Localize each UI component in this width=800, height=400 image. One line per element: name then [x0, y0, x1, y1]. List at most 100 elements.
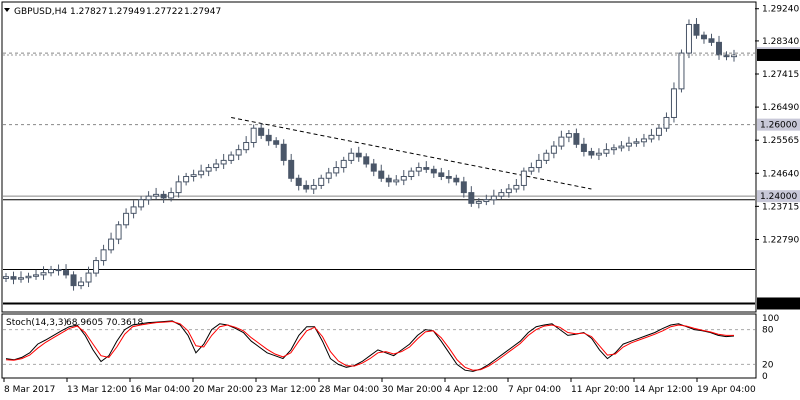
- candle-body: [33, 274, 40, 277]
- stoch-lines: 100 80 20 0: [3, 314, 779, 382]
- candle-body: [558, 136, 565, 147]
- candle-body: [378, 170, 385, 179]
- candle-body: [438, 172, 445, 177]
- candle-body: [423, 167, 430, 170]
- candle-body: [348, 152, 355, 161]
- time-tick-label: 11 Apr 20:00: [571, 385, 630, 395]
- candle-body: [153, 193, 160, 197]
- candle-body: [715, 41, 722, 56]
- symbol-label: GBPUSD,H4: [14, 7, 67, 17]
- price-tick-label: 1.28340: [762, 37, 799, 47]
- candle-body: [603, 149, 610, 154]
- candle-body: [505, 188, 512, 194]
- price-tick-label: 1.29240: [762, 5, 799, 15]
- candle-body: [25, 275, 32, 279]
- candle-body: [393, 179, 400, 183]
- stoch-name: Stoch(14,3,3): [6, 318, 67, 328]
- time-tick-label: 30 Mar 20:00: [382, 385, 442, 395]
- price-tick-label: 1.26490: [762, 103, 799, 113]
- time-tick-label: 19 Apr 04:00: [697, 385, 756, 395]
- candle-body: [280, 143, 287, 161]
- stoch-tick-label: 0: [762, 372, 768, 382]
- candle-body: [625, 142, 632, 147]
- candle-body: [205, 167, 212, 172]
- candle-body: [445, 175, 452, 179]
- candle-body: [115, 224, 122, 240]
- candle-body: [288, 159, 295, 179]
- candle-body: [340, 159, 347, 169]
- level-label-box: [757, 118, 800, 131]
- time-tick-label: 20 Mar 20:00: [193, 385, 253, 395]
- stoch-panel-frame: [1, 313, 757, 379]
- candle-body: [213, 163, 220, 169]
- candle-body: [100, 249, 107, 262]
- candle-body: [138, 199, 145, 208]
- candle-body: [550, 145, 557, 154]
- time-axis: 8 Mar 2017 13 Mar 12:00 16 Mar 04:00 20 Mar…: [3, 378, 756, 395]
- candle-body: [618, 145, 625, 149]
- ohlc-low: 1.27722: [146, 7, 183, 17]
- candle-body: [685, 23, 692, 54]
- candle-body: [48, 269, 55, 274]
- candle-body: [10, 276, 17, 280]
- candle-body: [535, 159, 542, 169]
- time-tick-label: 28 Mar 04:00: [319, 385, 379, 395]
- candle-body: [145, 195, 152, 201]
- time-tick-label: 14 Apr 12:00: [634, 385, 693, 395]
- candle-body: [513, 184, 520, 190]
- level-label: 1.21000: [760, 299, 797, 309]
- candle-body: [543, 152, 550, 161]
- candle-body: [475, 201, 482, 204]
- candle-body: [55, 269, 62, 272]
- chart-menu-icon[interactable]: [4, 8, 10, 12]
- candle-body: [520, 170, 527, 186]
- time-tick-label: 7 Apr 04:00: [508, 385, 561, 395]
- candle-body: [168, 192, 175, 199]
- candle-body: [573, 133, 580, 145]
- stoch-tick-label: 20: [762, 360, 774, 370]
- candle-body: [363, 156, 370, 165]
- candle-body: [678, 52, 685, 90]
- time-tick-label: 23 Mar 12:00: [256, 385, 316, 395]
- ohlc-close: 1.27947: [184, 7, 221, 17]
- candle-body: [648, 134, 655, 140]
- candle-body: [731, 54, 737, 58]
- candle-body: [400, 175, 407, 181]
- candle-body: [3, 276, 9, 279]
- candle-body: [303, 184, 310, 190]
- price-tick-label: 1.27415: [762, 70, 799, 80]
- current-price-label: 1.27947: [760, 51, 797, 61]
- candle-body: [123, 212, 130, 226]
- price-tick-label: 1.23715: [762, 202, 799, 212]
- candle-body: [610, 147, 617, 151]
- candle-body: [633, 141, 640, 144]
- candle-body: [273, 140, 280, 145]
- price-tick-label: 1.24640: [762, 169, 799, 179]
- trendline: [231, 116, 592, 190]
- price-tick-label: 1.22790: [762, 235, 799, 245]
- candle-body: [175, 181, 182, 194]
- price-axis: 1.29240 1.28340 1.27415 1.26490 1.25565 1.246…: [3, 5, 800, 310]
- ohlc-open: 1.27827: [70, 7, 107, 17]
- candle-body: [235, 149, 242, 156]
- candle-body: [415, 167, 422, 172]
- candle-body: [183, 175, 190, 183]
- horizontal-levels: [3, 52, 755, 305]
- candle-body: [85, 272, 92, 283]
- candle-body: [453, 177, 460, 183]
- candle-body: [498, 192, 505, 197]
- stoch-tick-label: 80: [762, 326, 774, 336]
- candle-body: [265, 134, 272, 142]
- level-label-box: [757, 297, 800, 310]
- candle-body: [243, 142, 250, 151]
- candle-body: [580, 143, 587, 152]
- candle-body: [708, 38, 715, 43]
- candle-body: [70, 274, 77, 287]
- candle-body: [430, 168, 437, 174]
- candle-body: [310, 184, 317, 190]
- candle-body: [595, 152, 602, 156]
- stoch-signal-line: [5, 320, 734, 371]
- candles: [3, 18, 737, 291]
- candle-body: [258, 127, 265, 136]
- candle-body: [370, 163, 377, 172]
